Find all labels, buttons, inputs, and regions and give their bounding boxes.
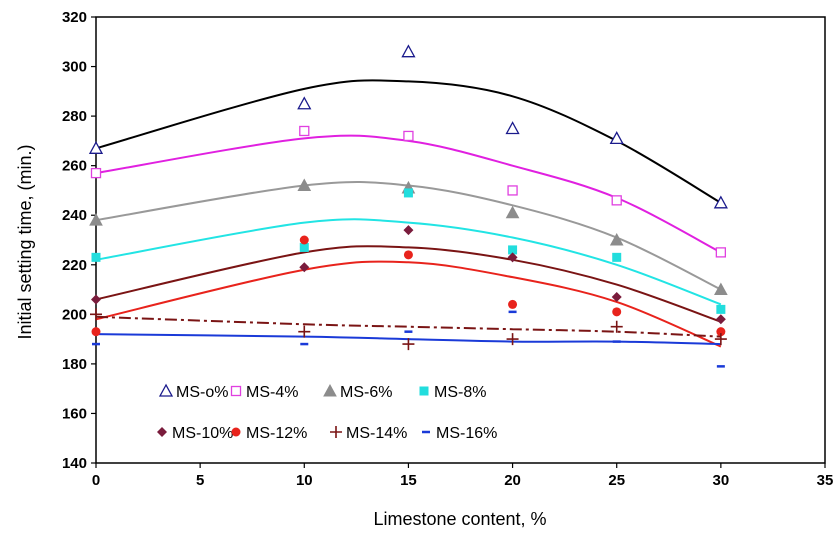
data-point-ms-6pct	[89, 213, 103, 226]
legend-label: MS-10%	[172, 425, 233, 442]
x-axis: 0 5 10 15 20 25 30 35	[92, 463, 834, 489]
y-tick-label: 220	[62, 257, 87, 274]
data-point-ms-8pct	[299, 242, 309, 252]
legend: MS-o% MS-4% MS-6% MS-8% MS-10% MS-12% MS-14% MS…	[157, 383, 497, 442]
data-point-ms-10pct	[91, 294, 101, 305]
trend-lines	[95, 79, 722, 348]
data-point-ms-12pct	[612, 307, 622, 317]
y-tick-label: 300	[62, 59, 87, 76]
x-tick-label: 15	[400, 472, 417, 489]
data-point-ms-12pct	[716, 327, 726, 337]
data-point-ms-8pct	[612, 252, 622, 262]
data-point-ms-8pct	[403, 188, 413, 198]
trend-line-ms-14pct	[95, 315, 721, 338]
data-point-ms-6pct	[609, 232, 624, 246]
x-tick-label: 0	[92, 472, 100, 489]
data-points	[88, 44, 728, 368]
data-point-ms-4pct	[299, 125, 310, 137]
data-point-ms-14pct	[402, 338, 415, 351]
legend-marker-ms-4pct	[230, 385, 242, 397]
legend-marker-ms-6pct	[323, 383, 337, 397]
data-point-ms-12pct	[508, 299, 518, 309]
trend-line-ms-opct	[95, 79, 722, 204]
legend-label: MS-6%	[340, 384, 392, 401]
x-tick-label: 5	[196, 472, 204, 489]
data-point-ms-12pct	[299, 235, 309, 245]
plot-border	[95, 16, 826, 464]
data-point-ms-10pct	[299, 262, 310, 273]
x-tick-label: 35	[817, 472, 834, 489]
data-point-ms-6pct	[505, 205, 520, 219]
data-point-ms-6pct	[297, 178, 312, 191]
legend-marker-ms-8pct	[419, 386, 429, 396]
legend-marker-ms-opct	[158, 383, 174, 397]
data-point-ms-opct	[88, 140, 104, 154]
data-point-ms-4pct	[715, 247, 727, 258]
y-tick-label: 240	[62, 207, 87, 224]
y-tick-label: 280	[62, 108, 87, 125]
legend-label: MS-8%	[434, 384, 486, 401]
data-point-ms-14pct	[714, 333, 727, 346]
trend-line-ms-6pct	[95, 181, 722, 291]
x-axis-label: Limestone content, %	[373, 509, 546, 529]
trend-line-ms-8pct	[95, 218, 722, 306]
y-tick-label: 140	[62, 455, 87, 472]
x-tick-label: 25	[608, 472, 625, 489]
legend-label: MS-o%	[176, 384, 228, 401]
data-point-ms-8pct	[508, 245, 518, 255]
trend-line-ms-10pct	[95, 245, 722, 323]
legend-marker-ms-10pct	[157, 427, 167, 437]
trend-line-ms-12pct	[95, 260, 722, 348]
x-tick-label: 10	[296, 472, 313, 489]
data-point-ms-14pct	[610, 320, 623, 333]
data-point-ms-8pct	[716, 304, 726, 314]
data-point-ms-10pct	[403, 225, 414, 236]
data-point-ms-4pct	[611, 195, 622, 206]
legend-label: MS-16%	[436, 425, 497, 442]
data-point-ms-10pct	[611, 291, 622, 302]
y-axis: 140 160 180 200 220 240 260 280 300 320	[62, 9, 96, 472]
legend-marker-ms-12pct	[231, 427, 241, 437]
data-point-ms-10pct	[507, 252, 518, 263]
legend-label: MS-12%	[246, 425, 307, 442]
data-point-ms-4pct	[507, 185, 518, 196]
x-tick-label: 30	[713, 472, 730, 489]
y-axis-label: Initial setting time, (min.)	[15, 144, 35, 339]
x-tick-label: 20	[504, 472, 521, 489]
y-tick-label: 200	[62, 306, 87, 323]
data-point-ms-14pct	[90, 308, 102, 321]
data-point-ms-4pct	[403, 130, 414, 142]
data-point-ms-10pct	[715, 314, 726, 325]
data-point-ms-14pct	[298, 325, 311, 338]
data-point-ms-opct	[401, 44, 416, 58]
y-tick-label: 160	[62, 405, 87, 422]
y-tick-label: 180	[62, 356, 87, 373]
data-point-ms-4pct	[90, 167, 102, 179]
data-point-ms-12pct	[403, 250, 413, 260]
plot-area	[95, 16, 826, 464]
data-point-ms-8pct	[91, 252, 101, 262]
y-tick-label: 320	[62, 9, 87, 26]
trend-line-ms-16pct	[95, 333, 721, 346]
legend-label: MS-14%	[346, 425, 407, 442]
data-point-ms-6pct	[714, 282, 728, 296]
legend-label: MS-4%	[246, 384, 298, 401]
legend-marker-ms-14pct	[330, 426, 342, 438]
data-point-ms-opct	[505, 121, 520, 135]
data-point-ms-opct	[297, 96, 312, 110]
data-point-ms-12pct	[91, 327, 101, 337]
data-point-ms-opct	[713, 195, 728, 209]
data-point-ms-opct	[609, 131, 624, 145]
data-point-ms-14pct	[506, 333, 519, 346]
y-tick-label: 260	[62, 158, 87, 175]
